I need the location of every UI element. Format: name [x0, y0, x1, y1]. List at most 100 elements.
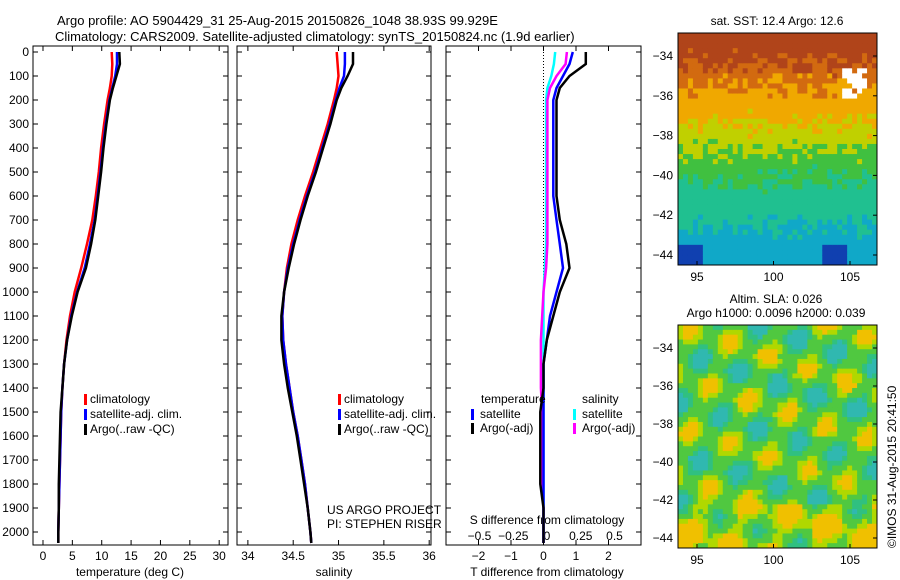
heatmap-cell [732, 363, 739, 370]
heatmap-cell [867, 254, 873, 261]
heatmap-cell [872, 460, 878, 467]
heatmap-cell [747, 397, 754, 404]
heatmap-cell [832, 514, 838, 520]
heatmap-cell [802, 349, 808, 355]
heatmap-cell [762, 470, 769, 476]
heatmap-cell [827, 397, 833, 404]
heatmap-cell [772, 169, 778, 175]
heatmap-cell [867, 204, 873, 211]
heatmap-cell [827, 159, 833, 165]
heatmap-cell [857, 543, 863, 549]
heatmap-cell [692, 154, 699, 160]
heatmap-cell [857, 451, 863, 457]
heatmap-cell [862, 68, 868, 74]
heatmap-cell [857, 368, 863, 374]
heatmap-cell [712, 254, 719, 261]
heatmap-cell [767, 204, 774, 211]
heatmap-cell [807, 402, 813, 408]
heatmap-cell [697, 123, 704, 130]
heatmap-cell [797, 329, 803, 336]
heatmap-cell [702, 169, 709, 175]
heatmap-cell [747, 329, 754, 336]
heatmap-cell [752, 78, 759, 84]
panel-frame-0 [32, 45, 229, 546]
heatmap-cell [787, 349, 793, 355]
heatmap-cell [837, 499, 843, 505]
heatmap-cell [678, 128, 684, 135]
heatmap-cell [812, 363, 818, 370]
heatmap-cell [707, 219, 714, 226]
heatmap-cell [787, 239, 793, 246]
heatmap-cell [727, 412, 734, 418]
heatmap-cell [857, 460, 863, 467]
heatmap-cell [732, 98, 739, 105]
heatmap-cell [782, 392, 788, 399]
heatmap-cell [787, 421, 793, 428]
heatmap-cell [827, 88, 833, 95]
heatmap-cell [732, 93, 739, 100]
heatmap-cell [737, 249, 744, 256]
heatmap-cell [872, 373, 878, 379]
heatmap-cell [787, 154, 793, 160]
heatmap-cell [747, 484, 754, 491]
heatmap-cell [842, 118, 848, 125]
heatmap-cell [792, 363, 798, 370]
heatmap-cell [682, 514, 689, 520]
heatmap-cell [712, 83, 719, 89]
heatmap-cell [722, 229, 729, 236]
heatmap-cell [692, 78, 699, 84]
heatmap-cell [817, 349, 823, 355]
heatmap-cell [782, 470, 788, 476]
heatmap-cell [787, 143, 793, 150]
heatmap-cell [847, 103, 853, 110]
heatmap-cell [862, 484, 868, 491]
heatmap-cell [687, 484, 694, 491]
heatmap-cell [772, 329, 778, 336]
heatmap-cell [717, 154, 724, 160]
heatmap-cell [857, 143, 863, 150]
heatmap-cell [837, 518, 843, 525]
heatmap-cell [797, 244, 803, 251]
heatmap-cell [717, 480, 724, 486]
heatmap-cell [772, 339, 778, 345]
heatmap-cell [792, 118, 798, 125]
heatmap-cell [832, 543, 838, 549]
heatmap-cell [792, 73, 798, 79]
heatmap-cell [747, 184, 754, 190]
heatmap-cell [797, 446, 803, 452]
heatmap-cell [777, 38, 783, 44]
heatmap-cell [862, 128, 868, 135]
heatmap-cell [872, 259, 878, 266]
heatmap-cell [862, 108, 868, 115]
heatmap-cell [822, 514, 828, 520]
heatmap-cell [867, 494, 873, 501]
heatmap-cell [717, 149, 724, 155]
heatmap-cell [812, 499, 818, 505]
heatmap-cell [737, 358, 744, 365]
heatmap-cell [812, 358, 818, 365]
heatmap-cell [807, 436, 813, 442]
heatmap-cell [792, 133, 798, 140]
heatmap-cell [707, 455, 714, 462]
heatmap-cell [702, 518, 709, 525]
heatmap-cell [842, 174, 848, 180]
heatmap-cell [742, 436, 749, 442]
heatmap-cell [847, 518, 853, 525]
heatmap-cell [697, 239, 704, 246]
heatmap-cell [787, 68, 793, 74]
heatmap-cell [867, 421, 873, 428]
heatmap-cell [732, 329, 739, 336]
heatmap-cell [872, 194, 878, 200]
heatmap-cell [837, 219, 843, 226]
heatmap-cell [802, 214, 808, 221]
heatmap-cell [817, 209, 823, 216]
heatmap-cell [822, 455, 828, 462]
heatmap-cell [682, 53, 689, 59]
heatmap-cell [827, 509, 833, 515]
heatmap-cell [722, 149, 729, 155]
heatmap-cell [727, 475, 734, 481]
heatmap-cell [777, 123, 783, 130]
heatmap-cell [702, 43, 709, 49]
heatmap-cell [812, 194, 818, 200]
heatmap-cell [867, 344, 873, 350]
